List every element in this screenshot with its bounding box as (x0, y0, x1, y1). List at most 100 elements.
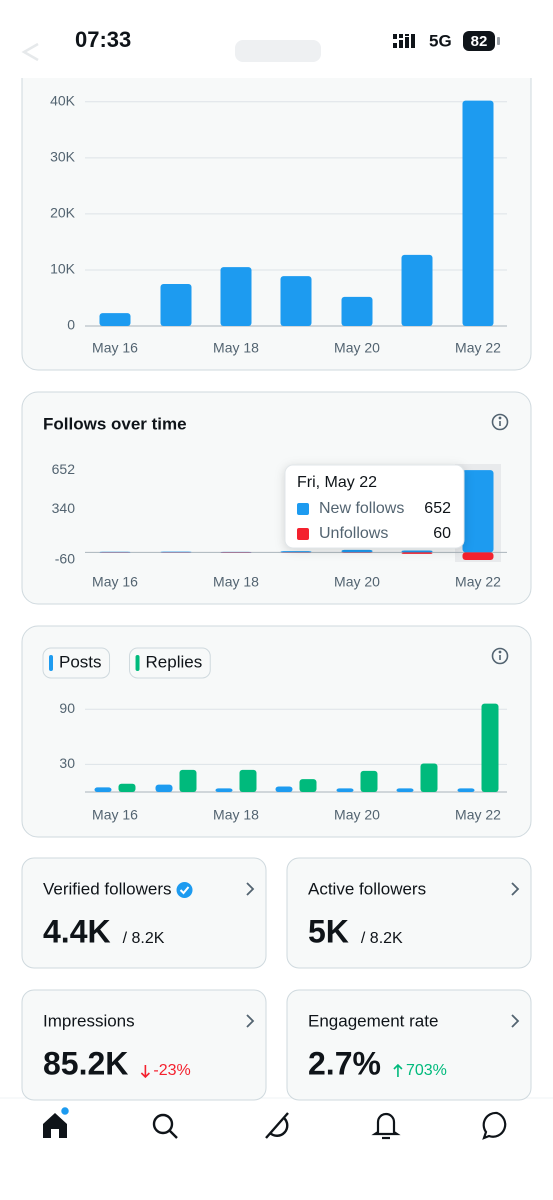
stat-card[interactable]: Active followers 5K / 8.2K (286, 857, 532, 969)
search-tab[interactable] (152, 1113, 178, 1139)
legend-chip (129, 647, 211, 679)
bar (299, 779, 317, 792)
card-box (21, 989, 267, 1101)
tooltip: Fri, May 22 New follows 652 Unfollows 60 (284, 464, 465, 549)
bar (215, 788, 233, 792)
blurred-title (235, 40, 321, 62)
status-bar (0, 0, 553, 78)
bar (462, 100, 494, 326)
bar (275, 786, 293, 792)
card-total: / 8.2K (361, 930, 403, 947)
tooltip-swatch (297, 503, 309, 515)
legend-item[interactable]: Replies (129, 647, 211, 679)
y-tick-label: 30K (50, 149, 76, 165)
bar (341, 549, 373, 553)
card-change: -23% (153, 1062, 190, 1079)
tooltip-value: 652 (424, 500, 451, 517)
card-title: Active followers (308, 879, 426, 898)
y-tick-label: 10K (50, 261, 76, 277)
stat-card[interactable]: Engagement rate 2.7% 703% (286, 989, 532, 1101)
y-tick-label: 652 (52, 461, 76, 477)
legend-label: Replies (146, 652, 203, 671)
battery-icon (463, 31, 495, 51)
bar (220, 267, 252, 326)
grok-tab[interactable] (265, 1112, 289, 1139)
card-change: 703% (406, 1062, 447, 1079)
legend-swatch (135, 655, 140, 671)
bar (179, 769, 197, 792)
card-value: 4.4K (43, 913, 111, 949)
info-icon[interactable] (491, 647, 509, 665)
legend-label: Posts (59, 652, 102, 671)
card-total: / 8.2K (123, 930, 165, 947)
verified-badge (176, 882, 193, 898)
chart: 0 10K 20K 30K 40K May 16 May 18 May 20 May 22 (50, 93, 507, 356)
x-tick-label: May 20 (334, 807, 380, 823)
tooltip-value: 60 (433, 525, 451, 542)
battery-level: 82 (471, 33, 488, 50)
bar (336, 788, 354, 792)
chevron (511, 882, 520, 896)
tooltip-swatch (297, 528, 309, 540)
signal-icon (393, 34, 415, 48)
bar (420, 763, 438, 792)
y-tick-label: 20K (50, 205, 76, 221)
bar (280, 551, 312, 553)
bar (94, 787, 112, 792)
network-type: 5G (429, 31, 452, 50)
x-tick-label: May 18 (213, 807, 259, 823)
x-tick-label: May 16 (92, 340, 138, 356)
card-box (286, 857, 532, 969)
x-tick-label: May 22 (455, 340, 501, 356)
x-tick-label: May 22 (455, 574, 501, 590)
chart: 30 90 May 16 May 18 May 20 May 22 Posts Replies (42, 647, 507, 823)
tooltip-series-name: Unfollows (319, 525, 388, 542)
battery-tip (497, 37, 500, 45)
verified-check (179, 886, 190, 895)
x-tick-label: May 16 (92, 574, 138, 590)
bar (220, 551, 252, 553)
home-tab[interactable] (43, 1105, 71, 1139)
chevron (511, 1014, 520, 1028)
tooltip-box (284, 464, 465, 549)
card-title: Verified followers (43, 879, 172, 898)
bar (118, 783, 136, 792)
legend-swatch (49, 655, 53, 671)
posts-chart-card (21, 625, 532, 838)
bar (401, 552, 433, 554)
y-tick-label: -60 (55, 551, 75, 567)
bar (360, 770, 378, 792)
notifications-tab[interactable] (371, 1112, 401, 1140)
bottom-nav (0, 1098, 553, 1200)
stat-card[interactable]: Impressions 85.2K -23% (21, 989, 267, 1101)
y-tick-label: 30 (59, 755, 75, 771)
card-value: 2.7% (308, 1045, 381, 1081)
tooltip-series-name: New follows (319, 500, 404, 517)
legend-item[interactable]: Posts (42, 647, 111, 679)
bar (341, 296, 373, 326)
chart-title: Follows over time (43, 414, 187, 433)
stat-card[interactable]: Verified followers 4.4K / 8.2K (21, 857, 267, 969)
card-box (21, 857, 267, 969)
info-icon[interactable] (491, 413, 509, 431)
bar (481, 703, 499, 792)
card-box (286, 989, 532, 1101)
y-tick-label: 40K (50, 93, 76, 109)
bar (462, 552, 494, 560)
card-value: 85.2K (43, 1045, 128, 1081)
bar (239, 769, 257, 792)
x-tick-label: May 18 (213, 340, 259, 356)
bar (155, 784, 173, 792)
card-title: Engagement rate (308, 1011, 438, 1030)
bar (99, 551, 131, 553)
card-value: 5K (308, 913, 349, 949)
x-tick-label: May 20 (334, 340, 380, 356)
chevron (246, 882, 255, 896)
back-button[interactable] (21, 42, 39, 62)
bar (401, 254, 433, 326)
status-time: 07:33 (75, 27, 131, 52)
messages-tab[interactable] (482, 1111, 507, 1140)
y-tick-label: 0 (67, 317, 75, 333)
